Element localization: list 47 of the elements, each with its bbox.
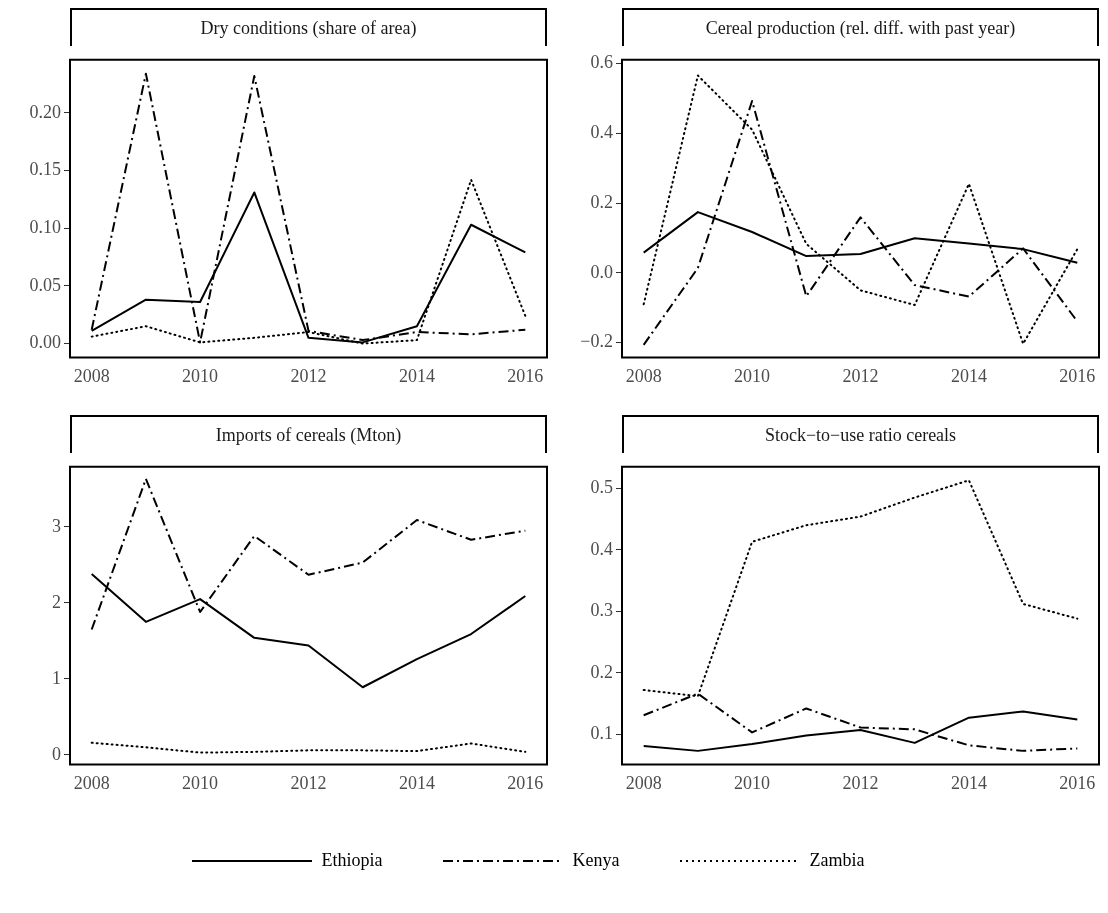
x-tick-label: 2010 [182, 365, 219, 386]
legend-label: Zambia [809, 850, 865, 871]
y-tick-label: 0.05 [29, 274, 61, 295]
line-series [90, 741, 527, 754]
y-tick-label: 0.4 [590, 538, 613, 559]
x-tick-label: 2016 [507, 772, 544, 793]
x-tick-label: 2008 [625, 365, 662, 386]
x-tick-label: 2014 [398, 772, 435, 793]
x-tick-label: 2012 [290, 365, 327, 386]
x-tick-label: 2014 [950, 772, 987, 793]
chart-title: Stock−to−use ratio cereals [622, 415, 1099, 453]
y-tick-label: 0.0 [590, 261, 613, 282]
y-tick-label: 0.00 [29, 332, 61, 353]
x-tick-label: 2010 [182, 772, 219, 793]
x-tick-label: 2012 [290, 772, 327, 793]
chart-title: Dry conditions (share of area) [70, 8, 547, 46]
y-tick-label: 3 [52, 515, 61, 536]
y-tick-label: 0.2 [590, 661, 613, 682]
y-tick-label: 0.2 [590, 191, 613, 212]
x-tick-label: 2016 [507, 365, 544, 386]
y-tick-label: 0.5 [590, 477, 613, 498]
x-tick-label: 2008 [625, 772, 662, 793]
chart-title: Imports of cereals (Mton) [70, 415, 547, 453]
y-tick-label: 0.10 [29, 216, 61, 237]
chart-title: Cereal production (rel. diff. with past year) [622, 8, 1099, 46]
x-tick-label: 2016 [1059, 772, 1096, 793]
y-tick-label: 0.15 [29, 159, 61, 180]
x-tick-label: 2016 [1059, 365, 1096, 386]
x-tick-label: 2014 [950, 365, 987, 386]
y-tick-label: 0.6 [590, 52, 613, 73]
y-tick-label: 0.20 [29, 101, 61, 122]
x-tick-label: 2012 [842, 365, 879, 386]
y-tick-label: 0.1 [590, 723, 613, 744]
x-tick-label: 2014 [398, 365, 435, 386]
y-tick-label: 0 [52, 743, 61, 764]
y-tick-label: 2 [52, 591, 61, 612]
y-tick-label: −0.2 [580, 331, 613, 352]
legend-label: Kenya [572, 850, 620, 871]
y-tick-label: 1 [52, 667, 61, 688]
y-tick-label: 0.4 [590, 121, 613, 142]
legend-label: Ethiopia [321, 850, 383, 871]
y-tick-label: 0.3 [590, 600, 613, 621]
x-tick-label: 2012 [842, 772, 879, 793]
x-tick-label: 2010 [734, 772, 771, 793]
x-tick-label: 2008 [73, 365, 110, 386]
x-tick-label: 2008 [73, 772, 110, 793]
x-tick-label: 2010 [734, 365, 771, 386]
